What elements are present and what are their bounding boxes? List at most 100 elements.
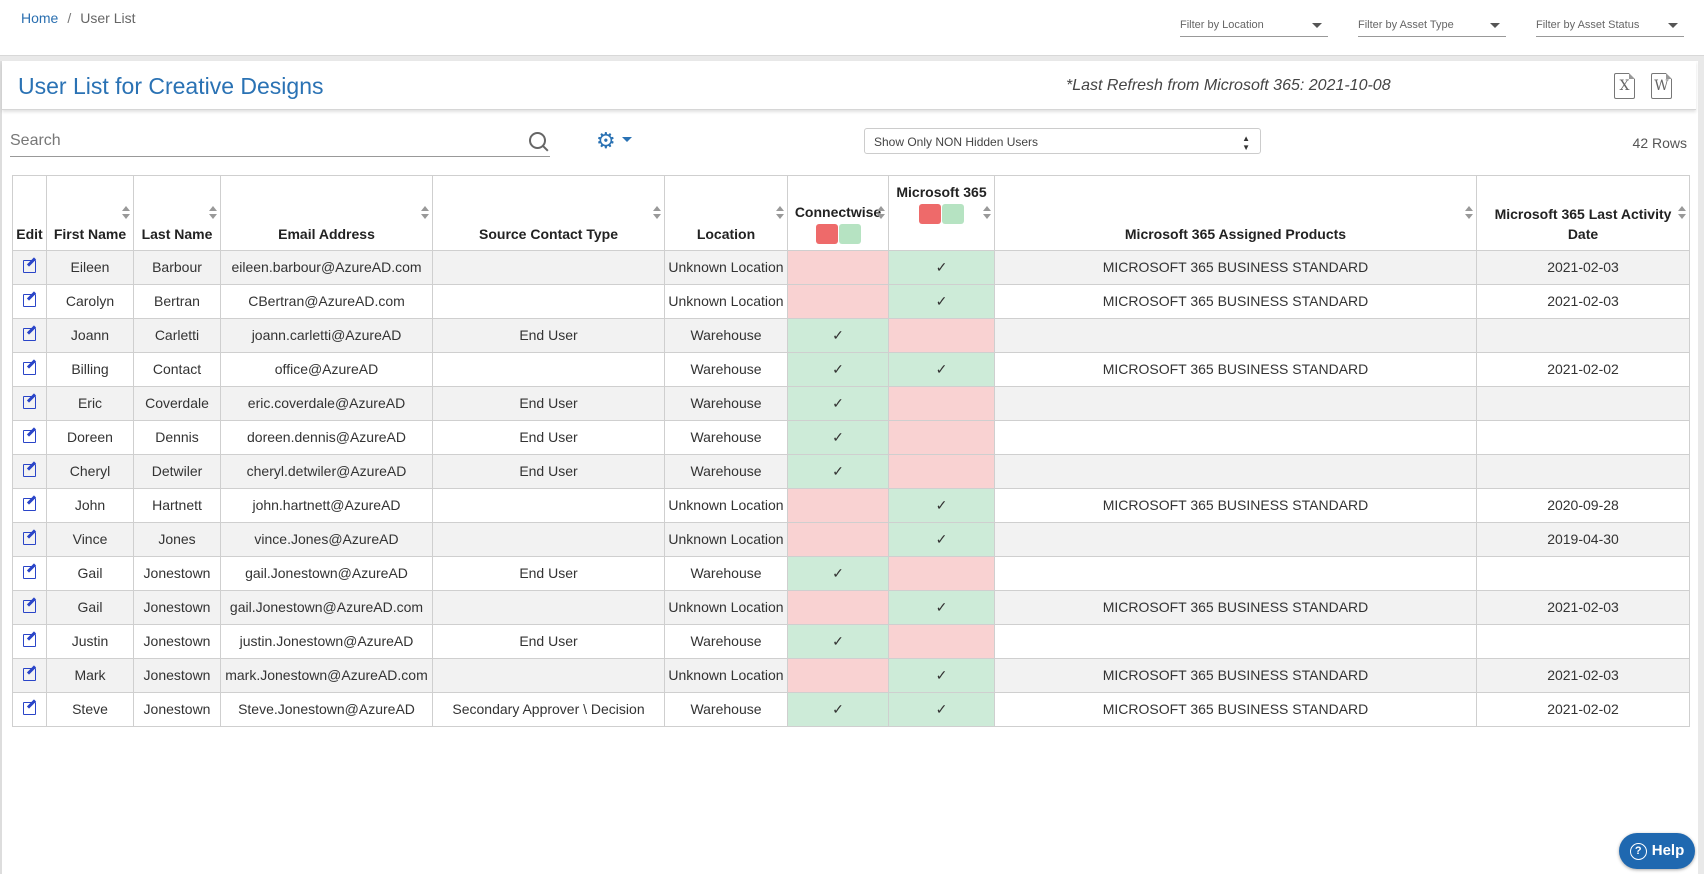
table-row: Vince Jones vince.Jones@AzureAD Unknown Loc…	[12, 522, 1690, 558]
table-row: Joann Carletti joann.carletti@AzureAD End U…	[12, 318, 1690, 354]
m365-status-cell	[888, 386, 995, 422]
connectwise-status-cell: ✓	[787, 420, 889, 456]
filter-missing-swatch[interactable]	[815, 224, 838, 245]
sort-icon[interactable]	[1465, 206, 1473, 219]
edit-icon[interactable]	[23, 532, 36, 546]
column-header-location[interactable]: Location	[664, 174, 788, 252]
assigned-products-cell: MICROSOFT 365 BUSINESS STANDARD	[994, 284, 1477, 320]
caret-down-icon[interactable]	[622, 137, 632, 142]
connectwise-status-cell: ✓	[787, 352, 889, 388]
edit-cell	[12, 454, 47, 490]
first-name-cell: Vince	[46, 522, 134, 558]
filter-present-swatch[interactable]	[838, 224, 861, 245]
connectwise-status-cell: ✓	[787, 386, 889, 422]
sort-icon[interactable]	[877, 206, 885, 219]
check-icon: ✓	[832, 327, 844, 344]
edit-icon[interactable]	[23, 362, 36, 376]
email-cell: doreen.dennis@AzureAD	[220, 420, 433, 456]
edit-icon[interactable]	[23, 260, 36, 274]
first-name-cell: Cheryl	[46, 454, 134, 490]
last-name-cell: Contact	[133, 352, 221, 388]
column-header-connectwise[interactable]: Connectwise	[787, 174, 889, 252]
email-cell: Steve.Jonestown@AzureAD	[220, 692, 433, 728]
edit-icon[interactable]	[23, 498, 36, 512]
edit-cell	[12, 488, 47, 524]
location-cell: Warehouse	[664, 420, 788, 456]
column-header-first-name[interactable]: First Name	[46, 174, 134, 252]
column-header-last-activity[interactable]: Microsoft 365 Last Activity Date	[1476, 174, 1690, 252]
page-title: User List for Creative Designs	[18, 73, 324, 99]
check-icon: ✓	[935, 259, 948, 276]
edit-icon[interactable]	[23, 396, 36, 410]
email-cell: office@AzureAD	[220, 352, 433, 388]
column-header-email[interactable]: Email Address	[220, 174, 433, 252]
connectwise-status-cell: ✓	[787, 692, 889, 728]
sort-icon[interactable]	[983, 206, 991, 219]
assigned-products-cell	[994, 624, 1477, 660]
sort-icon[interactable]	[1678, 206, 1686, 219]
location-cell: Unknown Location	[664, 284, 788, 320]
sort-icon[interactable]	[421, 206, 429, 219]
last-activity-cell	[1476, 318, 1690, 354]
edit-icon[interactable]	[23, 328, 36, 342]
breadcrumb-home-link[interactable]: Home	[21, 10, 59, 26]
edit-cell	[12, 284, 47, 320]
search-icon[interactable]	[529, 132, 546, 149]
sort-icon[interactable]	[122, 206, 130, 219]
assigned-products-cell	[994, 556, 1477, 592]
first-name-cell: Gail	[46, 556, 134, 592]
connectwise-status-cell	[787, 658, 889, 694]
first-name-cell: Eric	[46, 386, 134, 422]
edit-icon[interactable]	[23, 464, 36, 478]
check-icon: ✓	[935, 667, 948, 684]
table-row: Gail Jonestown gail.Jonestown@AzureAD End U…	[12, 556, 1690, 592]
sort-icon[interactable]	[653, 206, 661, 219]
email-cell: john.hartnett@AzureAD	[220, 488, 433, 524]
help-button[interactable]: ? Help	[1619, 833, 1695, 869]
edit-cell	[12, 556, 47, 592]
connectwise-status-cell	[787, 522, 889, 558]
export-word-icon[interactable]: W	[1651, 73, 1672, 99]
email-cell: gail.Jonestown@AzureAD	[220, 556, 433, 592]
edit-icon[interactable]	[23, 668, 36, 682]
source-contact-type-cell: End User	[432, 454, 665, 490]
edit-icon[interactable]	[23, 702, 36, 716]
sort-icon[interactable]	[209, 206, 217, 219]
column-header-assigned-products[interactable]: Microsoft 365 Assigned Products	[994, 174, 1477, 252]
location-cell: Unknown Location	[664, 250, 788, 286]
edit-icon[interactable]	[23, 566, 36, 580]
edit-cell	[12, 352, 47, 388]
table-row: Steve Jonestown Steve.Jonestown@AzureAD Sec…	[12, 692, 1690, 728]
filter-missing-swatch[interactable]	[919, 204, 941, 225]
column-header-source-contact-type[interactable]: Source Contact Type	[432, 174, 665, 252]
check-icon: ✓	[832, 429, 844, 446]
sort-icon[interactable]	[776, 206, 784, 219]
edit-icon[interactable]	[23, 294, 36, 308]
check-icon: ✓	[935, 701, 948, 718]
last-name-cell: Dennis	[133, 420, 221, 456]
filter-location-dropdown[interactable]: Filter by Location	[1180, 14, 1328, 37]
column-header-m365[interactable]: Microsoft 365	[888, 174, 995, 252]
edit-icon[interactable]	[23, 430, 36, 444]
source-contact-type-cell: End User	[432, 556, 665, 592]
filter-present-swatch[interactable]	[942, 204, 964, 225]
source-contact-type-cell: Secondary Approver \ Decision	[432, 692, 665, 728]
filter-asset-type-dropdown[interactable]: Filter by Asset Type	[1358, 14, 1506, 37]
last-activity-cell	[1476, 420, 1690, 456]
filter-asset-status-dropdown[interactable]: Filter by Asset Status	[1536, 14, 1684, 37]
user-table: Edit First Name Last Name Email Address …	[12, 174, 1690, 728]
connectwise-status-cell	[787, 488, 889, 524]
m365-status-cell: ✓	[888, 488, 995, 524]
column-header-last-name[interactable]: Last Name	[133, 174, 221, 252]
assigned-products-cell: MICROSOFT 365 BUSINESS STANDARD	[994, 590, 1477, 626]
search-input[interactable]	[10, 128, 490, 154]
location-cell: Warehouse	[664, 556, 788, 592]
edit-icon[interactable]	[23, 634, 36, 648]
last-activity-cell: 2021-02-03	[1476, 590, 1690, 626]
source-contact-type-cell	[432, 590, 665, 626]
hidden-users-select[interactable]: Show Only NON Hidden Users ▲ ▼	[864, 128, 1261, 154]
top-bar: Home / User List Filter by Location Filter…	[0, 0, 1704, 56]
gear-icon[interactable]: ⚙	[596, 129, 616, 154]
export-excel-icon[interactable]: X	[1614, 73, 1635, 99]
edit-icon[interactable]	[23, 600, 36, 614]
